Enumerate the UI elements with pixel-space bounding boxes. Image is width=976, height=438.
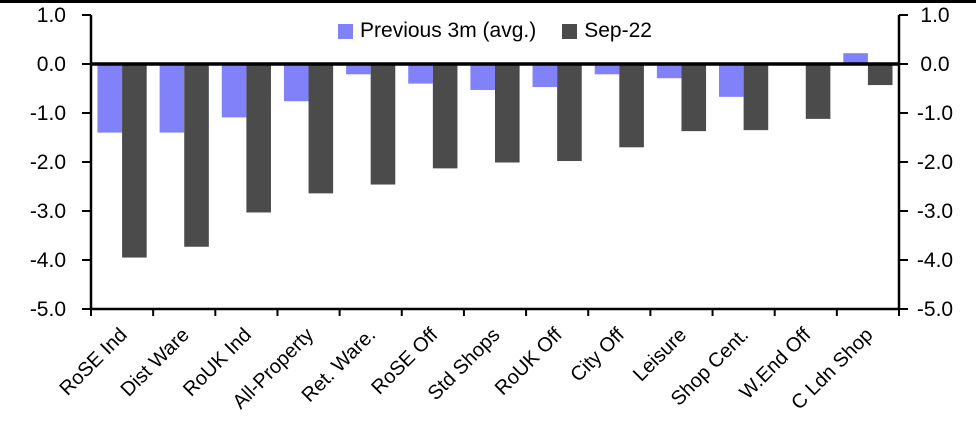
bar-previous-3m-rouk-off bbox=[532, 64, 558, 88]
bar-previous-3m-ret-ware- bbox=[346, 64, 371, 75]
y-tick-label-left: -3.0 bbox=[30, 200, 66, 223]
bar-sep-22-shop-cent- bbox=[743, 64, 769, 131]
y-tick-label-right: -5.0 bbox=[917, 298, 953, 321]
bar-previous-3m-shop-cent- bbox=[719, 64, 744, 97]
bar-previous-3m-leisure bbox=[656, 64, 682, 79]
y-tick-label-right: -1.0 bbox=[917, 102, 953, 125]
bar-sep-22-rose-off bbox=[432, 64, 458, 169]
y-tick-label-right: -4.0 bbox=[917, 249, 953, 272]
y-tick-label-left: -4.0 bbox=[30, 249, 66, 272]
y-tick-label-right: 1.0 bbox=[920, 4, 949, 27]
bar-sep-22-leisure bbox=[681, 64, 707, 132]
y-tick-label-left: -1.0 bbox=[30, 102, 66, 125]
figure-top-border bbox=[0, 0, 976, 3]
y-tick-label-right: -3.0 bbox=[917, 200, 953, 223]
bar-previous-3m-std-shops bbox=[470, 64, 495, 90]
bar-previous-3m-all-property bbox=[283, 64, 309, 102]
bar-sep-22-dist-ware bbox=[184, 64, 209, 247]
bar-sep-22-std-shops bbox=[495, 64, 520, 163]
y-tick-label-left: 1.0 bbox=[37, 4, 66, 27]
bar-sep-22-all-property bbox=[308, 64, 334, 194]
x-category-label-rouk-off: RoUK Off bbox=[491, 324, 567, 400]
bar-sep-22-ret-ware- bbox=[370, 64, 396, 185]
x-category-label-leisure: Leisure bbox=[629, 324, 691, 386]
y-tick-label-left: -5.0 bbox=[30, 298, 66, 321]
bar-sep-22-w-end-off bbox=[805, 64, 831, 119]
bar-sep-22-rouk-off bbox=[557, 64, 582, 162]
bar-previous-3m-c-ldn-shop bbox=[843, 53, 868, 64]
y-tick-label-left: -2.0 bbox=[30, 151, 66, 174]
y-tick-label-left: 0.0 bbox=[37, 53, 66, 76]
bar-previous-3m-rouk-ind bbox=[221, 64, 247, 118]
bar-previous-3m-city-off bbox=[594, 64, 620, 75]
bar-previous-3m-rose-ind bbox=[97, 64, 123, 133]
bar-sep-22-rose-ind bbox=[122, 64, 147, 258]
bar-previous-3m-rose-off bbox=[408, 64, 433, 84]
bar-previous-3m-dist-ware bbox=[159, 64, 185, 133]
x-category-label-city-off: City Off bbox=[566, 324, 629, 387]
y-tick-label-right: -2.0 bbox=[917, 151, 953, 174]
bar-sep-22-city-off bbox=[619, 64, 644, 148]
bar-sep-22-rouk-ind bbox=[246, 64, 271, 213]
bar-sep-22-c-ldn-shop bbox=[867, 64, 893, 86]
y-tick-label-right: 0.0 bbox=[920, 53, 949, 76]
